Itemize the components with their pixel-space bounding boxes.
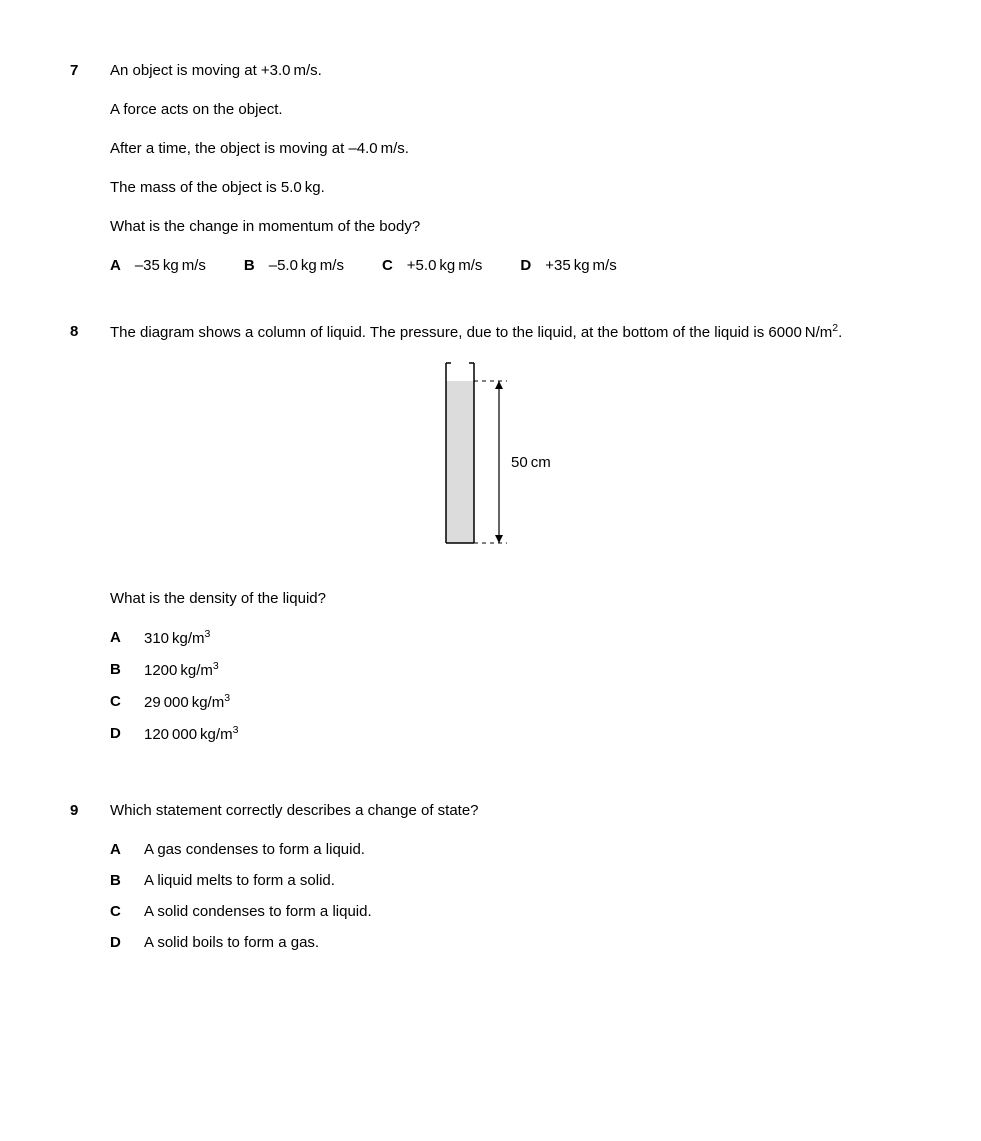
question-9: 9 Which statement correctly describes a … — [70, 800, 901, 963]
option-letter: B — [110, 870, 128, 891]
question-number: 8 — [70, 321, 110, 755]
q8-sub-question: What is the density of the liquid? — [110, 588, 901, 609]
option-letter: A — [110, 839, 128, 860]
liquid-column-diagram: 50 cm — [416, 358, 596, 558]
q7-line-1: A force acts on the object. — [110, 99, 901, 120]
q7-option-c: C +5.0 kg m/s — [382, 255, 482, 276]
q7-option-a: A –35 kg m/s — [110, 255, 206, 276]
option-letter: A — [110, 627, 128, 649]
q8-intro-prefix: The diagram shows a column of liquid. Th… — [110, 324, 832, 341]
q8-intro-suffix: . — [838, 324, 842, 341]
q8-option-c: C 29 000 kg/m3 — [110, 691, 901, 713]
q7-line-4: What is the change in momentum of the bo… — [110, 216, 901, 237]
option-text: A gas condenses to form a liquid. — [144, 839, 365, 860]
q8-intro: The diagram shows a column of liquid. Th… — [110, 321, 901, 343]
question-body: Which statement correctly describes a ch… — [110, 800, 901, 963]
q8-options: A 310 kg/m3 B 1200 kg/m3 C 29 000 kg/m3 … — [110, 627, 901, 745]
q8-option-b: B 1200 kg/m3 — [110, 659, 901, 681]
q9-option-c: C A solid condenses to form a liquid. — [110, 901, 901, 922]
option-letter: D — [110, 932, 128, 953]
option-text: –5.0 kg m/s — [269, 255, 344, 276]
q9-option-a: A A gas condenses to form a liquid. — [110, 839, 901, 860]
option-letter: A — [110, 255, 121, 276]
q8-option-a: A 310 kg/m3 — [110, 627, 901, 649]
option-text: A solid condenses to form a liquid. — [144, 901, 372, 922]
q9-question: Which statement correctly describes a ch… — [110, 800, 901, 821]
q7-option-b: B –5.0 kg m/s — [244, 255, 344, 276]
q7-line-0: An object is moving at +3.0 m/s. — [110, 60, 901, 81]
option-letter: C — [110, 901, 128, 922]
option-letter: C — [382, 255, 393, 276]
option-text: A solid boils to form a gas. — [144, 932, 319, 953]
question-body: An object is moving at +3.0 m/s. A force… — [110, 60, 901, 276]
question-number: 7 — [70, 60, 110, 276]
q7-line-2: After a time, the object is moving at –4… — [110, 138, 901, 159]
option-text: 120 000 kg/m3 — [144, 723, 238, 745]
option-letter: D — [110, 723, 128, 745]
option-letter: B — [110, 659, 128, 681]
option-letter: D — [520, 255, 531, 276]
question-number: 9 — [70, 800, 110, 963]
q9-options: A A gas condenses to form a liquid. B A … — [110, 839, 901, 953]
option-text: 310 kg/m3 — [144, 627, 210, 649]
q9-option-b: B A liquid melts to form a solid. — [110, 870, 901, 891]
question-body: The diagram shows a column of liquid. Th… — [110, 321, 901, 755]
option-text: +35 kg m/s — [545, 255, 616, 276]
option-text: 29 000 kg/m3 — [144, 691, 230, 713]
q7-option-d: D +35 kg m/s — [520, 255, 616, 276]
q8-option-d: D 120 000 kg/m3 — [110, 723, 901, 745]
question-8: 8 The diagram shows a column of liquid. … — [70, 321, 901, 755]
option-text: –35 kg m/s — [135, 255, 206, 276]
q7-line-3: The mass of the object is 5.0 kg. — [110, 177, 901, 198]
svg-text:50 cm: 50 cm — [511, 454, 551, 471]
option-text: A liquid melts to form a solid. — [144, 870, 335, 891]
option-text: +5.0 kg m/s — [407, 255, 483, 276]
q9-option-d: D A solid boils to form a gas. — [110, 932, 901, 953]
option-letter: C — [110, 691, 128, 713]
q8-diagram: 50 cm — [110, 358, 901, 558]
q7-options: A –35 kg m/s B –5.0 kg m/s C +5.0 kg m/s… — [110, 255, 901, 276]
option-text: 1200 kg/m3 — [144, 659, 219, 681]
option-letter: B — [244, 255, 255, 276]
question-7: 7 An object is moving at +3.0 m/s. A for… — [70, 60, 901, 276]
